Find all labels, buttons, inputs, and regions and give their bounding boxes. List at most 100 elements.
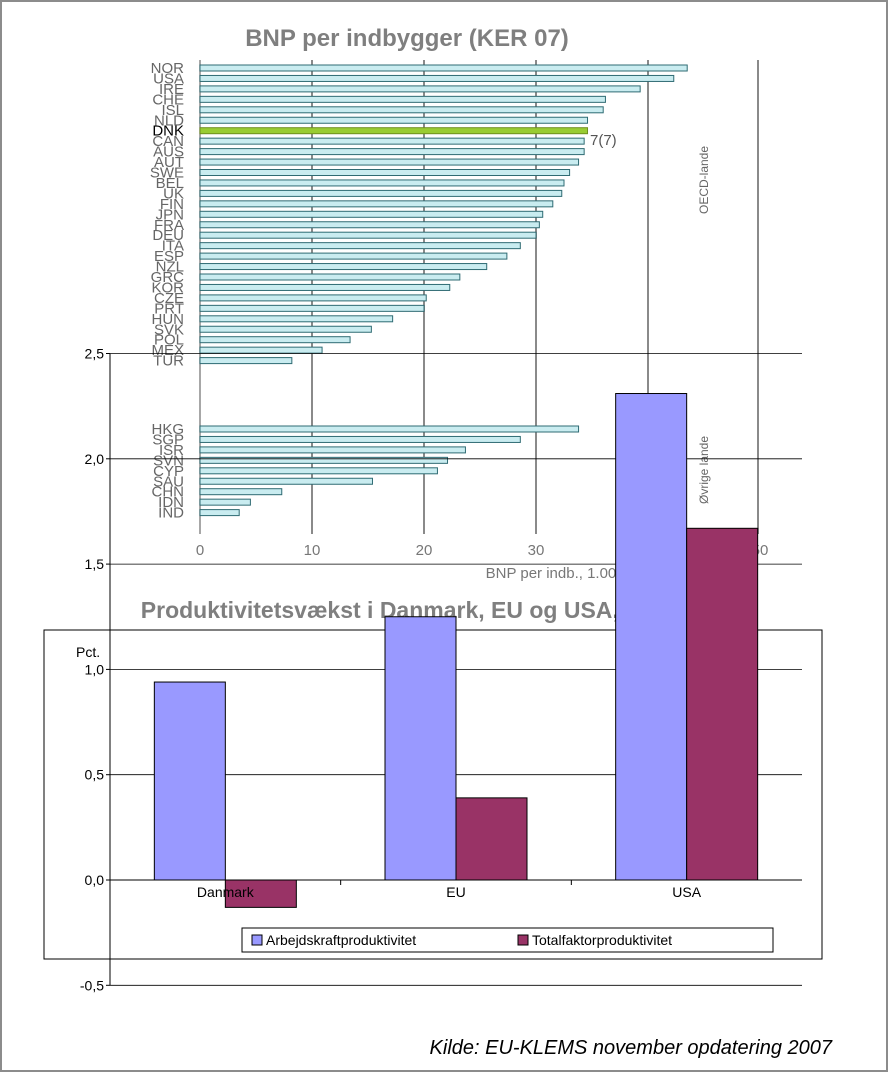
bar-jpn [199,210,544,218]
bar-cze [199,294,427,302]
bar-aut [199,158,580,166]
bar-usa [199,74,675,82]
chart1-title: BNP per indbygger (KER 07) [245,25,569,52]
chart2-y-tick-label: 0,5 [85,767,105,783]
country-label-kor: KOR [151,279,184,296]
country-label-sgp: SGP [152,431,184,448]
bar-eu-series2 [455,797,528,881]
country-label-sau: SAU [153,473,184,490]
gdp-per-capita-chart: BNP per indbygger (KER 07) NORUSAIRECHEI… [150,25,769,582]
bar-sgp [199,435,521,443]
bar-chn [199,488,283,496]
country-label-cyp: CYP [153,463,184,480]
chart2-category-labels: Danmark EU USA [197,884,702,900]
chart2-y-axis-label: Pct. [76,644,100,660]
chart2-category-label: USA [672,884,701,900]
country-label-grc: GRC [151,269,185,286]
country-label-ita: ITA [162,238,184,255]
bar-isl [199,106,604,114]
bar-ire [199,85,641,93]
legend-label-series2: Totalfaktorproduktivitet [532,932,672,948]
bar-svk [199,325,372,333]
chart1-bars [199,64,688,517]
chart2-y-tick-label: 1,5 [85,556,105,572]
country-label-nzl: NZL [156,259,184,276]
bar-mex [199,346,323,354]
bar-prt [199,304,425,312]
chart1-x-tick-label: 20 [416,542,433,559]
bar-cyp [199,467,438,475]
bar-nzl [199,263,488,271]
country-label-pol: POL [154,332,184,349]
dnk-rank-annotation: 7(7) [590,132,617,149]
oecd-group-label: OECD-lande [697,146,711,214]
country-label-prt: PRT [154,300,184,317]
country-label-aut: AUT [154,154,184,171]
country-label-che: CHE [152,91,184,108]
chart2-category-label: Danmark [197,884,255,900]
bar-kor [199,283,451,291]
country-label-jpn: JPN [156,206,184,223]
source-note: Kilde: EU-KLEMS november opdatering 2007 [430,1037,833,1059]
productivity-growth-chart: Produktivitetsvækst i Danmark, EU og USA… [43,346,823,993]
bar-bel [199,179,565,187]
bar-nor [199,64,688,72]
country-label-nld: NLD [154,112,184,129]
chart2-category-label: EU [446,884,465,900]
country-label-mex: MEX [151,342,184,359]
chart2-y-tick-label: 1,0 [85,661,105,677]
country-label-can: CAN [152,133,184,150]
country-label-esp: ESP [154,248,184,265]
legend-label-series1: Arbejdskraftproduktivitet [266,932,416,948]
bar-grc [199,273,461,281]
bar-fra [199,221,540,229]
country-label-isl: ISL [161,102,184,119]
country-label-dnk: DNK [152,123,184,140]
chart2-y-tick-label: -0,5 [80,977,104,993]
bar-tur [199,357,293,365]
country-label-nor: NOR [151,60,185,77]
chart1-x-tick-label: 30 [528,542,545,559]
country-label-uk: UK [163,185,184,202]
legend-swatch-series1 [251,934,263,946]
chart2-bars [153,393,759,908]
bar-esp [199,252,508,260]
bar-usa-series2 [686,527,759,881]
chart2-legend: Arbejdskraftproduktivitet Totalfaktorprod… [241,927,774,953]
chart2-y-tick-label: 2,0 [85,451,105,467]
bar-dnk [199,127,589,135]
country-label-hun: HUN [152,311,185,328]
legend-swatch-series2 [517,934,529,946]
country-label-deu: DEU [152,227,184,244]
bar-hun [199,315,394,323]
bar-ind [199,509,240,517]
country-label-idn: IDN [158,494,184,511]
chart2-y-tick-label: 0,0 [85,872,105,888]
chart1-category-labels: NORUSAIRECHEISLNLDDNKCANAUSAUTSWEBELUKFI… [150,60,184,522]
chart1-x-tick-label: 0 [196,542,204,559]
chart1-x-tick-label: 10 [304,542,321,559]
bar-sau [199,477,373,485]
bar-can [199,137,585,145]
bar-svn [199,456,449,464]
bar-eu-series1 [384,616,457,881]
other-countries-group-label: Øvrige lande [697,436,711,504]
bar-hkg [199,425,580,433]
bar-ita [199,242,521,250]
bar-swe [199,169,571,176]
legend-box [241,927,774,953]
bar-danmark-series1 [153,681,226,881]
country-label-fin: FIN [160,196,184,213]
bar-pol [199,336,351,344]
bar-uk [199,189,563,197]
country-label-usa: USA [153,70,184,87]
bar-isr [199,446,466,454]
chart2-y-tick-label: 2,5 [85,346,105,362]
bar-deu [199,231,537,239]
country-label-isr: ISR [159,442,184,459]
country-label-tur: TUR [153,353,184,370]
country-label-svn: SVN [153,452,184,469]
country-label-fra: FRA [154,217,184,234]
chart2-axes: -0,5 0,0 0,5 1,0 1,5 2,0 2,5 [80,346,802,993]
